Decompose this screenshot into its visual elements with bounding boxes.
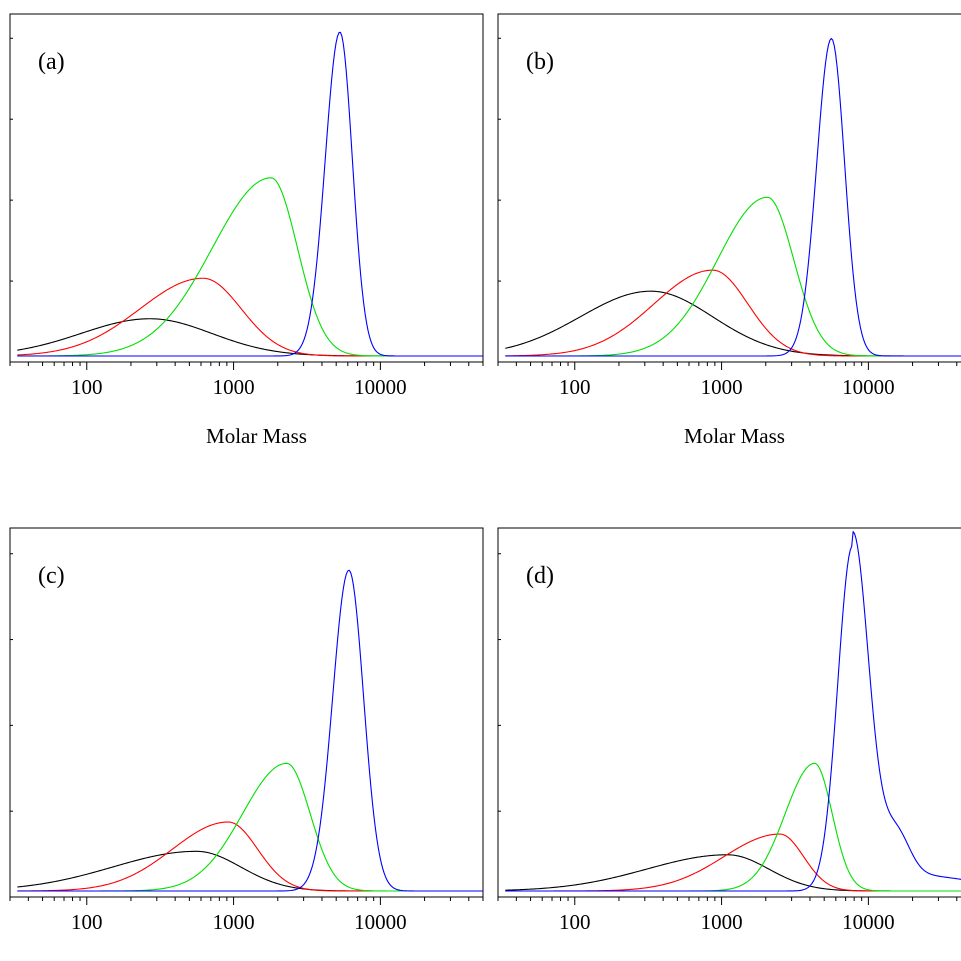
x-tick-label: 100 xyxy=(71,910,103,934)
series-line-2 xyxy=(505,833,961,892)
x-tick-label: 1000 xyxy=(701,910,743,934)
plot-frame xyxy=(497,13,961,363)
plot-frame xyxy=(497,527,961,898)
panel-label-c: (c) xyxy=(38,563,65,589)
chart-svg-a: 100 1000 10000 Molar Mass (a) xyxy=(9,13,484,448)
series-line-3 xyxy=(505,762,961,892)
series-line-4 xyxy=(505,530,961,892)
series-line-4 xyxy=(17,31,483,357)
series-line-1 xyxy=(17,318,483,357)
series-line-1 xyxy=(505,290,961,357)
x-tick-label: 1000 xyxy=(701,375,743,399)
x-axis-title: Molar Mass xyxy=(684,424,785,448)
chart-svg-b: 100 1000 10000 Molar Mass (b) xyxy=(497,13,961,448)
x-tick-label: 1000 xyxy=(213,910,255,934)
chart-svg-c: 100 1000 10000 Molar Mass (c) xyxy=(9,527,484,961)
chart-panel-d: 100 1000 10000 Molar Mass (d) xyxy=(488,518,961,961)
x-tick-label: 10000 xyxy=(354,375,407,399)
chart-panel-c: 100 1000 10000 Molar Mass (c) xyxy=(0,518,484,961)
chart-svg-d: 100 1000 10000 Molar Mass (d) xyxy=(497,527,961,961)
panel-label-b: (b) xyxy=(526,49,554,75)
x-axis-title: Molar Mass xyxy=(206,424,307,448)
x-axis-title: Molar Mass xyxy=(684,959,785,961)
x-tick-label: 10000 xyxy=(354,910,407,934)
x-tick-label: 100 xyxy=(559,910,591,934)
x-tick-label: 10000 xyxy=(842,910,895,934)
panel-label-d: (d) xyxy=(526,563,554,589)
series-line-3 xyxy=(505,196,961,357)
series-line-4 xyxy=(17,569,483,892)
series-line-2 xyxy=(17,277,483,357)
series-line-2 xyxy=(505,269,961,357)
x-tick-label: 10000 xyxy=(842,375,895,399)
x-tick-label: 100 xyxy=(559,375,591,399)
series-line-4 xyxy=(505,37,961,357)
plot-frame xyxy=(9,13,484,363)
series-line-1 xyxy=(17,850,483,892)
panel-label-a: (a) xyxy=(38,49,65,75)
series-line-1 xyxy=(505,854,961,892)
chart-panel-b: 100 1000 10000 Molar Mass (b) xyxy=(488,0,961,448)
series-line-2 xyxy=(17,821,483,892)
series-line-3 xyxy=(17,177,483,357)
plot-frame xyxy=(9,527,484,898)
x-axis-title: Molar Mass xyxy=(206,959,307,961)
x-tick-label: 100 xyxy=(71,375,103,399)
x-tick-label: 1000 xyxy=(213,375,255,399)
chart-panel-a: 100 1000 10000 Molar Mass (a) xyxy=(0,0,484,448)
